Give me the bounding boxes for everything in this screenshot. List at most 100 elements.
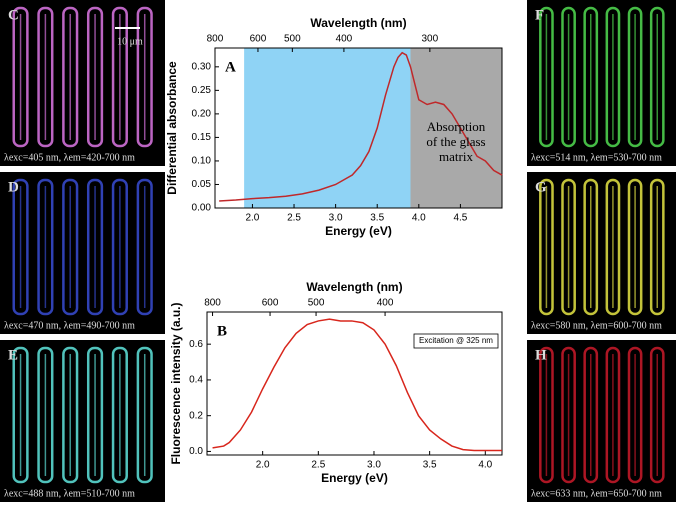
y-tick-label: 0.05 bbox=[192, 179, 212, 190]
panel-label: B bbox=[217, 323, 227, 339]
panel-caption: λexc=633 nm, λem=650-700 nm bbox=[531, 488, 662, 499]
tube bbox=[583, 6, 599, 148]
annotation-box bbox=[413, 333, 499, 349]
x-axis-label: Energy (eV) bbox=[325, 224, 392, 238]
tube bbox=[86, 346, 104, 484]
tube bbox=[62, 6, 79, 148]
panel-caption: λexc=514 nm, λem=530-700 nm bbox=[531, 152, 662, 163]
y-tick-label: 0.20 bbox=[192, 109, 212, 120]
y-tick-label: 0.2 bbox=[189, 410, 203, 421]
image-panel bbox=[0, 340, 165, 502]
tube bbox=[583, 346, 599, 484]
y-tick-label: 0.00 bbox=[192, 203, 212, 214]
tube bbox=[605, 346, 621, 484]
y-tick-label: 0.30 bbox=[192, 61, 212, 72]
tube bbox=[136, 346, 153, 484]
x2-tick-label: 500 bbox=[308, 298, 325, 309]
tube bbox=[627, 346, 643, 484]
tube bbox=[136, 6, 153, 148]
x2-tick-label: 500 bbox=[284, 34, 301, 45]
panel-caption: λexc=405 nm, λem=420-700 nm bbox=[4, 152, 135, 163]
x2-tick-label: 400 bbox=[336, 34, 353, 45]
tube bbox=[539, 6, 554, 148]
y-tick-label: 0.0 bbox=[189, 446, 203, 457]
x-tick-label: 3.5 bbox=[370, 213, 384, 224]
x2-tick-label: 600 bbox=[250, 34, 267, 45]
tube bbox=[62, 346, 79, 484]
tube bbox=[649, 178, 665, 316]
x-axis-label: Energy (eV) bbox=[321, 471, 388, 485]
shaded-region bbox=[244, 48, 411, 208]
x-tick-label: 4.0 bbox=[478, 460, 492, 471]
tube bbox=[37, 6, 54, 148]
tube bbox=[12, 6, 29, 148]
tube bbox=[627, 6, 643, 148]
x-tick-label: 4.0 bbox=[412, 213, 426, 224]
x-tick-label: 3.0 bbox=[329, 213, 343, 224]
x2-axis-label: Wavelength (nm) bbox=[306, 280, 402, 294]
y-tick-label: 0.4 bbox=[189, 375, 203, 386]
x-tick-label: 2.5 bbox=[287, 213, 301, 224]
shaded-region bbox=[410, 48, 502, 208]
y-axis-label: Differential absorbance bbox=[165, 61, 179, 195]
x2-tick-label: 800 bbox=[207, 34, 224, 45]
data-line bbox=[219, 51, 503, 202]
annotation: of the glass bbox=[426, 134, 485, 149]
tube bbox=[561, 178, 576, 316]
panel-label: E bbox=[8, 347, 18, 363]
tube bbox=[86, 178, 104, 316]
panel-caption: λexc=580 nm, λem=600-700 nm bbox=[531, 320, 662, 331]
tube bbox=[583, 178, 599, 316]
panel-caption: λexc=470 nm, λem=490-700 nm bbox=[4, 320, 135, 331]
panel-label: A bbox=[225, 59, 236, 75]
annotation: matrix bbox=[439, 149, 473, 164]
tube bbox=[539, 346, 554, 484]
x2-tick-label: 400 bbox=[377, 298, 394, 309]
tube bbox=[111, 346, 128, 484]
y-tick-label: 0.10 bbox=[192, 156, 212, 167]
image-panel bbox=[527, 0, 676, 166]
panel-caption: λexc=488 nm, λem=510-700 nm bbox=[4, 488, 135, 499]
image-panel bbox=[0, 0, 165, 166]
tube bbox=[605, 178, 621, 316]
y-axis-label: Fluorescence intensity (a.u.) bbox=[169, 302, 183, 464]
tube bbox=[649, 6, 665, 148]
data-line bbox=[212, 318, 502, 452]
scale-bar-label: 10 μm bbox=[117, 36, 143, 47]
panel-label: H bbox=[535, 347, 547, 363]
tube bbox=[111, 6, 128, 148]
tube bbox=[561, 6, 576, 148]
image-panel bbox=[527, 340, 676, 502]
x-tick-label: 4.5 bbox=[453, 213, 467, 224]
x-tick-label: 2.0 bbox=[256, 460, 270, 471]
tube bbox=[539, 178, 554, 316]
x-tick-label: 2.0 bbox=[245, 213, 259, 224]
panel-label: D bbox=[8, 179, 19, 195]
panel-label: F bbox=[535, 7, 544, 23]
annotation: Excitation @ 325 nm bbox=[419, 336, 493, 345]
tube bbox=[649, 346, 665, 484]
tube bbox=[12, 346, 29, 484]
y-tick-label: 0.6 bbox=[189, 339, 203, 350]
panel-label: C bbox=[8, 7, 19, 23]
x-tick-label: 2.5 bbox=[311, 460, 325, 471]
tube bbox=[561, 346, 576, 484]
x2-axis-label: Wavelength (nm) bbox=[310, 16, 406, 30]
tube bbox=[37, 346, 54, 484]
tube bbox=[136, 178, 153, 316]
plot-frame bbox=[214, 47, 503, 209]
tube bbox=[12, 178, 29, 316]
annotation: Absorption bbox=[427, 119, 486, 134]
tube bbox=[86, 6, 104, 148]
x2-tick-label: 300 bbox=[422, 34, 439, 45]
tube bbox=[37, 178, 54, 316]
x-tick-label: 3.5 bbox=[423, 460, 437, 471]
image-panel bbox=[527, 172, 676, 334]
tube bbox=[62, 178, 79, 316]
plot-frame bbox=[206, 311, 503, 456]
x2-tick-label: 800 bbox=[204, 298, 221, 309]
x-tick-label: 3.0 bbox=[367, 460, 381, 471]
panel-label: G bbox=[535, 179, 547, 195]
tube bbox=[627, 178, 643, 316]
